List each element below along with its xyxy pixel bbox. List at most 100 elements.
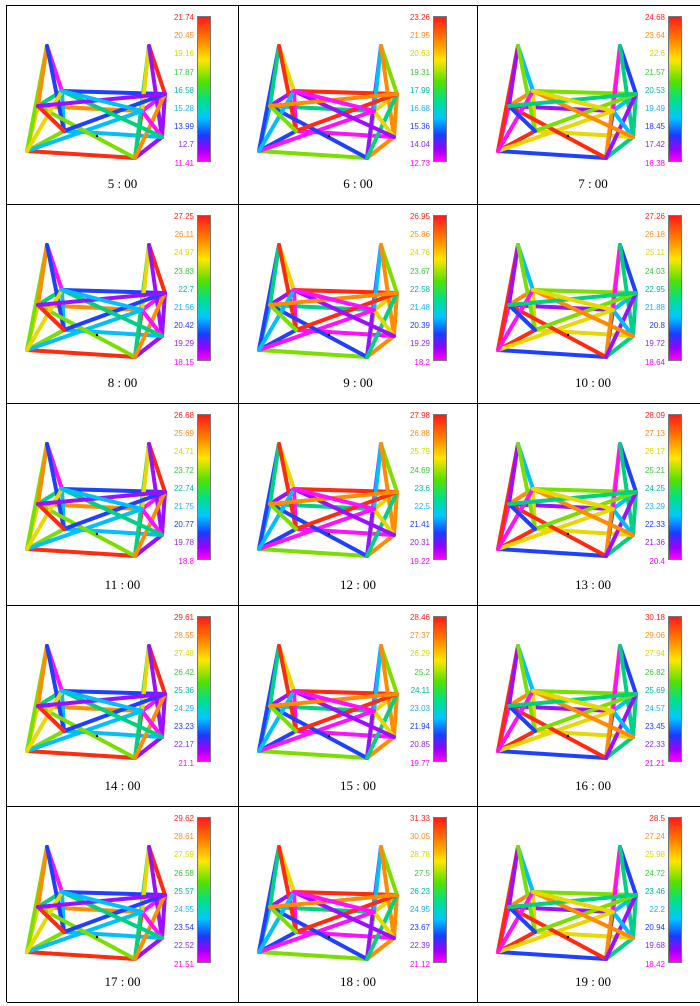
truss-member bbox=[507, 104, 537, 133]
result-panel: 29.62 28.61 27.59 26.58 25.57 24.55 23.54 22.52… bbox=[7, 807, 239, 1003]
truss-member bbox=[611, 109, 635, 139]
scale-tick-label: 28.09 bbox=[644, 411, 665, 420]
scale-tick-label: 21.56 bbox=[173, 303, 194, 312]
truss-member bbox=[36, 243, 49, 307]
color-scale-labels: 30.18 29.06 27.94 26.82 25.69 24.57 23.45 22.33… bbox=[625, 613, 665, 768]
truss-member bbox=[611, 910, 635, 940]
truss-member bbox=[36, 104, 137, 160]
truss-model bbox=[496, 44, 638, 160]
truss-member bbox=[611, 308, 635, 338]
scale-tick-label: 25.36 bbox=[173, 685, 194, 695]
scale-tick-label: 27.5 bbox=[414, 868, 430, 878]
scale-tick-label: 28.61 bbox=[173, 832, 194, 842]
truss-member bbox=[292, 487, 376, 511]
scale-tick-label: 19.72 bbox=[644, 339, 665, 349]
truss-member bbox=[365, 490, 399, 558]
truss-member bbox=[25, 149, 137, 160]
truss-member bbox=[133, 692, 167, 760]
truss-member bbox=[60, 89, 167, 96]
scale-tick-label: 21.21 bbox=[644, 758, 665, 768]
color-scale-bar bbox=[668, 16, 682, 162]
truss-member bbox=[379, 644, 396, 739]
truss-member bbox=[604, 692, 638, 760]
scale-tick-label: 24.76 bbox=[409, 248, 430, 258]
truss-member bbox=[379, 44, 396, 139]
color-scale-labels: 21.74 20.45 19.16 17.87 16.58 15.28 13.99 12.7 1… bbox=[154, 14, 194, 168]
truss-member bbox=[531, 487, 615, 511]
scale-tick-label: 26.58 bbox=[173, 868, 194, 878]
truss-member bbox=[507, 905, 537, 934]
truss-member bbox=[36, 502, 137, 558]
truss-member bbox=[292, 487, 399, 494]
scale-tick-label: 22.33 bbox=[644, 740, 665, 750]
scale-tick-label: 21.88 bbox=[644, 303, 665, 312]
truss-member bbox=[507, 845, 520, 909]
truss-member bbox=[604, 490, 638, 558]
truss-model bbox=[257, 845, 399, 961]
scale-tick-label: 24.68 bbox=[644, 13, 665, 22]
truss-member bbox=[618, 442, 635, 537]
scale-tick-label: 26.95 bbox=[409, 212, 430, 221]
truss-member bbox=[257, 749, 369, 760]
truss-model bbox=[496, 442, 638, 558]
scale-tick-label: 18.15 bbox=[173, 357, 194, 367]
result-panel: 27.26 26.18 25.11 24.03 22.95 21.88 20.8 19.72 1… bbox=[478, 205, 700, 404]
truss-member bbox=[292, 689, 399, 696]
origin-dot bbox=[327, 734, 331, 738]
truss-member bbox=[60, 689, 164, 739]
scale-tick-label: 20.31 bbox=[409, 538, 430, 548]
truss-member bbox=[604, 893, 638, 961]
scale-tick-label: 23.83 bbox=[173, 266, 194, 276]
color-scale-bar bbox=[433, 414, 447, 560]
truss-member bbox=[133, 135, 164, 160]
origin-dot bbox=[566, 734, 570, 738]
scale-tick-label: 17.99 bbox=[409, 85, 430, 95]
scale-tick-label: 24.11 bbox=[410, 685, 430, 695]
truss-model bbox=[257, 243, 399, 359]
origin-dot bbox=[327, 935, 331, 939]
origin-dot bbox=[95, 333, 99, 337]
scale-tick-label: 23.29 bbox=[644, 502, 665, 511]
truss-member bbox=[268, 303, 298, 332]
scale-tick-label: 27.59 bbox=[173, 850, 194, 860]
truss-model bbox=[496, 845, 638, 961]
scale-tick-label: 18.8 bbox=[178, 556, 194, 566]
truss-model bbox=[257, 644, 399, 760]
color-scale-labels: 27.26 26.18 25.11 24.03 22.95 21.88 20.8 19.72 1… bbox=[625, 213, 665, 367]
truss-member bbox=[62, 692, 167, 733]
truss-member bbox=[533, 893, 638, 934]
truss-member bbox=[60, 890, 164, 940]
color-scale-bar bbox=[197, 16, 211, 162]
truss-member bbox=[257, 89, 296, 153]
scale-tick-label: 20.45 bbox=[173, 31, 194, 41]
scale-tick-label: 30.18 bbox=[644, 613, 665, 622]
scale-tick-label: 23.26 bbox=[409, 13, 430, 22]
result-panel: 27.25 26.11 24.97 23.83 22.7 21.56 20.42 19.29 1… bbox=[7, 205, 239, 404]
scale-tick-label: 21.95 bbox=[409, 31, 430, 41]
truss-member bbox=[496, 89, 535, 153]
truss-member bbox=[507, 704, 537, 733]
scale-tick-label: 25.11 bbox=[645, 248, 665, 258]
truss-model bbox=[25, 243, 167, 359]
truss-member bbox=[604, 533, 635, 558]
color-scale-bar bbox=[433, 16, 447, 162]
color-scale-labels: 23.26 21.95 20.63 19.31 17.99 16.68 15.36 14.04… bbox=[390, 13, 430, 168]
truss-member bbox=[36, 905, 137, 961]
scale-tick-label: 19.29 bbox=[409, 339, 430, 349]
scale-tick-label: 22.5 bbox=[414, 502, 430, 511]
truss-member bbox=[147, 44, 164, 139]
truss-member bbox=[531, 89, 638, 96]
truss-member bbox=[604, 334, 635, 359]
scale-tick-label: 14.04 bbox=[409, 140, 430, 150]
truss-member bbox=[531, 890, 638, 897]
truss-member bbox=[62, 893, 167, 934]
scale-tick-label: 28.5 bbox=[649, 814, 665, 823]
scale-tick-label: 23.67 bbox=[409, 923, 430, 933]
truss-member bbox=[611, 507, 635, 537]
truss-member bbox=[507, 442, 520, 506]
truss-member bbox=[25, 487, 64, 551]
truss-member bbox=[60, 890, 167, 897]
truss-member bbox=[618, 845, 635, 940]
truss-member bbox=[292, 288, 376, 312]
truss-member bbox=[496, 487, 535, 551]
